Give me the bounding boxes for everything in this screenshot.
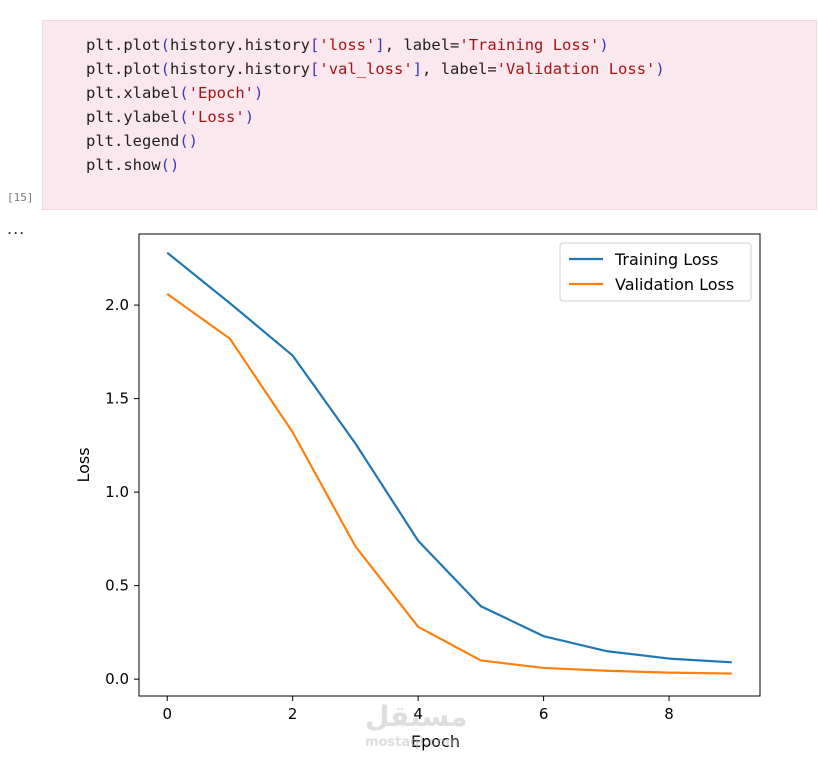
code-token: , — [385, 36, 404, 54]
code-token: plt — [86, 156, 114, 174]
code-token: 'loss' — [319, 36, 375, 54]
code-token: , — [422, 60, 441, 78]
y-tick-label: 1.0 — [105, 483, 129, 501]
code-line: plt.plot(history.history['loss'], label=… — [86, 38, 609, 54]
execution-count: [15] — [7, 191, 34, 204]
code-token: ( — [179, 108, 188, 126]
code-token: ylabel — [123, 108, 179, 126]
code-token: plt — [86, 60, 114, 78]
watermark: مستقل mostaql.com — [357, 698, 467, 756]
code-token: ( — [161, 36, 170, 54]
x-tick-label: 0 — [162, 705, 172, 723]
code-line: plt.show() — [86, 158, 179, 174]
code-token: . — [114, 60, 123, 78]
code-token: . — [114, 156, 123, 174]
y-tick-label: 0.5 — [105, 577, 129, 595]
code-token: 'Loss' — [189, 108, 245, 126]
code-token: = — [450, 36, 459, 54]
watermark-text: mostaql.com — [357, 735, 467, 750]
y-axis-label: Loss — [74, 447, 93, 482]
code-token: ) — [245, 108, 254, 126]
y-tick-label: 1.5 — [105, 390, 129, 408]
code-token: = — [487, 60, 496, 78]
y-tick-label: 2.0 — [105, 296, 129, 314]
code-cell-input[interactable]: plt.plot(history.history['loss'], label=… — [42, 20, 817, 210]
code-token: . — [114, 36, 123, 54]
code-token: . — [235, 60, 244, 78]
code-token: . — [114, 108, 123, 126]
code-token: ) — [254, 84, 263, 102]
code-token: ( — [161, 60, 170, 78]
code-token: ) — [599, 36, 608, 54]
code-token: label — [441, 60, 488, 78]
watermark-logo: مستقل — [365, 700, 467, 733]
code-token: history — [245, 60, 310, 78]
code-token: ( — [179, 84, 188, 102]
x-tick-label: 6 — [539, 705, 549, 723]
code-token: . — [235, 36, 244, 54]
code-token: [ — [310, 60, 319, 78]
code-token: show — [123, 156, 160, 174]
code-line: plt.legend() — [86, 134, 198, 150]
code-line: plt.plot(history.history['val_loss'], la… — [86, 62, 665, 78]
code-token: ] — [413, 60, 422, 78]
x-tick-label: 2 — [288, 705, 298, 723]
legend-label: Training Loss — [614, 250, 718, 269]
code-token: 'Training Loss' — [459, 36, 599, 54]
code-token: label — [403, 36, 450, 54]
code-token: () — [179, 132, 198, 150]
code-token: plt — [86, 108, 114, 126]
code-token: legend — [123, 132, 179, 150]
code-token: history — [245, 36, 310, 54]
legend-label: Validation Loss — [615, 275, 734, 294]
code-token: [ — [310, 36, 319, 54]
code-token: 'Validation Loss' — [497, 60, 656, 78]
code-line: plt.xlabel('Epoch') — [86, 86, 263, 102]
code-token: history — [170, 60, 235, 78]
code-token: ] — [375, 36, 384, 54]
code-token: . — [114, 132, 123, 150]
plot-frame — [139, 234, 760, 696]
code-token: 'Epoch' — [189, 84, 254, 102]
code-token: plt — [86, 132, 114, 150]
code-token: () — [161, 156, 180, 174]
code-token: ) — [655, 60, 664, 78]
code-token: plt — [86, 36, 114, 54]
y-tick-label: 0.0 — [105, 670, 129, 688]
code-token: plot — [123, 60, 160, 78]
x-tick-label: 8 — [664, 705, 674, 723]
code-token: plot — [123, 36, 160, 54]
code-line: plt.ylabel('Loss') — [86, 110, 254, 126]
code-token: history — [170, 36, 235, 54]
code-token: xlabel — [123, 84, 179, 102]
code-token: 'val_loss' — [319, 60, 412, 78]
code-token: plt — [86, 84, 114, 102]
code-token: . — [114, 84, 123, 102]
